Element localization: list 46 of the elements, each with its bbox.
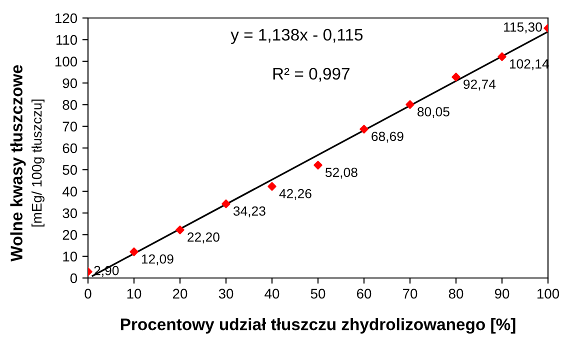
- data-label: 22,20: [188, 232, 220, 244]
- point: [406, 100, 414, 109]
- x-tick-label: 90: [494, 288, 510, 299]
- point: [498, 52, 506, 62]
- y-tick-label: 0: [70, 273, 78, 284]
- x-tick-label: 80: [448, 288, 464, 299]
- point: [452, 72, 460, 82]
- x-tick-label: 100: [537, 288, 560, 299]
- x-tick-label: 10: [127, 288, 142, 299]
- x-tick-label: 70: [402, 288, 418, 299]
- point: [314, 160, 322, 170]
- point: [222, 199, 230, 208]
- x-axis-title: Procentowy udział tłuszczu zhydrolizowanego [%]: [120, 318, 516, 334]
- data-label: 12,09: [142, 254, 174, 266]
- point: [360, 124, 368, 134]
- y-tick-label: 60: [62, 143, 78, 154]
- data-label: 92,74: [464, 80, 496, 90]
- point: [176, 226, 184, 234]
- y-tick-label: 90: [62, 78, 78, 88]
- data-label: 68,69: [372, 132, 404, 143]
- point: [268, 182, 276, 191]
- y-axis-title: Wolne kwasy tłuszczowe [mEg/ 100g tłuszczu]: [10, 65, 44, 262]
- data-label: 34,23: [233, 206, 266, 218]
- data-label: 80,05: [418, 107, 450, 118]
- y-tick-label: 10: [63, 252, 78, 262]
- annotation: y = 1,138x - 0,115: [230, 28, 363, 44]
- data-label: 52,08: [325, 168, 358, 179]
- y-tick-label: 50: [62, 165, 78, 175]
- data-label: 42,26: [279, 188, 312, 200]
- annotation: R² = 0,997: [273, 68, 350, 82]
- y-tick-label: 70: [62, 122, 78, 132]
- point: [130, 247, 138, 256]
- y-tick-label: 80: [62, 100, 78, 110]
- y-tick-label: 120: [55, 13, 78, 24]
- x-tick-label: 50: [310, 288, 326, 299]
- y-tick-label: 100: [55, 56, 78, 67]
- data-label: 115,30: [504, 22, 542, 34]
- x-tick-label: 30: [218, 288, 234, 299]
- x-tick-label: 20: [172, 288, 188, 299]
- x-tick-label: 40: [264, 288, 280, 299]
- y-tick-label: 20: [62, 230, 78, 240]
- y-tick-label: 30: [62, 208, 78, 218]
- y-tick-label: 110: [56, 35, 78, 45]
- y-tick-label: 40: [62, 186, 78, 197]
- x-tick-label: 60: [356, 288, 372, 299]
- x-tick-label: 0: [84, 288, 92, 299]
